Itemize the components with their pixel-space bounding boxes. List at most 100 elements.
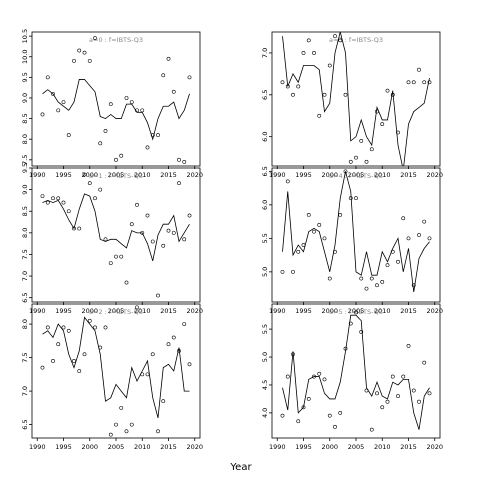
y-tick-label: 8.0 (21, 228, 29, 238)
data-point (285, 84, 290, 89)
data-point (333, 249, 337, 254)
x-tick-label: 2010 (134, 443, 151, 451)
y-tick-label: 7.0 (261, 48, 269, 58)
y-tick-label: 5.5 (261, 233, 269, 243)
x-tick-label: 2000 (321, 443, 338, 451)
data-point (156, 293, 160, 298)
data-point (98, 187, 103, 192)
data-point (422, 219, 427, 224)
data-point (51, 91, 55, 96)
x-tick-label: 2000 (81, 443, 98, 451)
data-point (150, 352, 155, 357)
data-point (187, 362, 192, 367)
data-point (45, 200, 50, 205)
y-tick-label: 9.0 (21, 184, 29, 194)
data-point (129, 222, 134, 227)
data-point (177, 181, 181, 186)
series-line (282, 314, 430, 430)
data-point (427, 236, 432, 241)
data-point (182, 159, 187, 164)
data-point (396, 130, 400, 135)
data-point (375, 391, 379, 396)
x-tick-label: 1995 (55, 443, 72, 451)
data-point (354, 155, 358, 160)
data-point (348, 321, 353, 326)
x-tick-label: 2015 (400, 443, 417, 451)
data-point (285, 374, 290, 379)
panel-1: a=0 : f=IBTS-Q3 7.5 8.0 8.5 9.0 9.5 10.0 10.5 19… (21, 29, 203, 179)
data-point (114, 157, 118, 162)
panel-title: a=4 : f=IBTS-Q3 (329, 172, 383, 180)
data-point (348, 159, 353, 164)
data-point (401, 216, 406, 221)
data-point (380, 279, 385, 284)
data-point (72, 359, 76, 363)
data-point (343, 169, 348, 174)
data-point (82, 172, 87, 177)
data-point (119, 153, 124, 158)
data-point (156, 429, 160, 434)
panel-data (40, 305, 192, 437)
data-point (87, 318, 92, 323)
y-tick-label: 8.0 (21, 319, 29, 329)
y-tick-label: 7.5 (21, 249, 29, 259)
series-line (42, 79, 190, 141)
data-point (161, 243, 166, 248)
y-tick-label: 7.0 (21, 386, 29, 396)
data-point (82, 50, 87, 55)
x-tick-label: 2020 (186, 443, 203, 451)
data-point (427, 391, 432, 396)
data-point (385, 399, 390, 404)
data-point (98, 345, 103, 350)
data-point (177, 157, 181, 162)
y-tick-label: 6.0 (261, 132, 269, 142)
data-point (359, 330, 364, 334)
panel-title: a=3 : f=IBTS-Q3 (329, 36, 383, 44)
panel-title: a=0 : f=IBTS-Q3 (89, 36, 143, 44)
data-point (140, 108, 145, 113)
data-point (322, 377, 327, 382)
data-point (417, 233, 421, 237)
x-tick-label: 2020 (426, 171, 443, 179)
data-point (119, 405, 124, 410)
data-point (114, 422, 118, 427)
data-point (166, 56, 171, 61)
data-point (343, 346, 348, 351)
data-point (280, 413, 285, 418)
data-point (140, 372, 145, 377)
data-point (380, 122, 385, 127)
data-point (280, 80, 285, 85)
data-point (291, 352, 295, 357)
y-tick-label: 8.5 (21, 113, 29, 123)
x-tick-label: 2015 (400, 171, 417, 179)
data-point (77, 48, 82, 53)
data-point (66, 209, 71, 214)
data-point (171, 335, 176, 340)
series-line (42, 316, 190, 419)
panel-frame (271, 167, 441, 303)
data-point (422, 360, 427, 365)
data-point (333, 34, 337, 39)
series-line (282, 171, 430, 293)
x-tick-label: 2000 (81, 307, 98, 315)
data-point (306, 397, 311, 401)
data-point (45, 325, 50, 330)
panel-data (280, 169, 432, 293)
x-tick-label: 2005 (348, 443, 365, 451)
data-point (156, 133, 160, 137)
panel-frame (31, 31, 201, 167)
data-point (306, 38, 311, 43)
panel-data (40, 36, 192, 164)
data-point (124, 280, 129, 285)
x-tick-label: 2000 (321, 171, 338, 179)
x-tick-label: 2015 (160, 307, 177, 315)
data-point (129, 422, 134, 427)
panel-title: a=1 : f=IBTS-Q3 (89, 172, 143, 180)
data-point (72, 226, 76, 231)
data-point (427, 80, 432, 85)
data-point (364, 159, 369, 164)
panel-data (280, 32, 432, 166)
y-tick-label: 5.0 (261, 352, 269, 362)
data-point (369, 147, 374, 152)
